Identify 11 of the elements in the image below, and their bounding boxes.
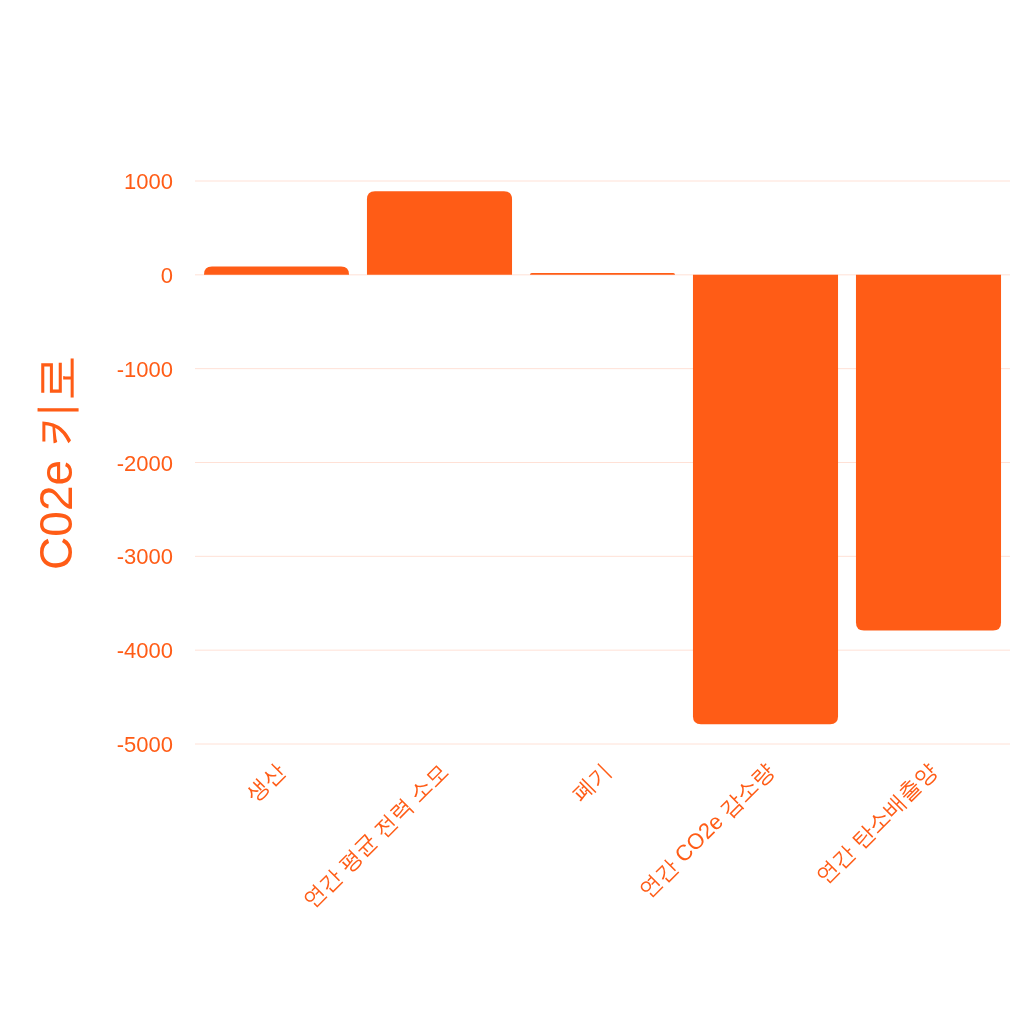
x-tick-label: 생산 bbox=[241, 757, 291, 807]
y-tick-label: -1000 bbox=[116, 356, 173, 382]
y-tick-label: 1000 bbox=[124, 169, 173, 194]
y-tick-label: -3000 bbox=[116, 544, 173, 570]
x-tick-label: 폐기 bbox=[567, 757, 617, 807]
y-tick-label: -4000 bbox=[116, 638, 173, 664]
x-tick-label: 연간 평균 전력 소모 bbox=[297, 757, 454, 913]
y-tick-label: -5000 bbox=[116, 732, 173, 757]
y-tick-label: 0 bbox=[160, 262, 173, 288]
y-axis-title: C02e 키로 bbox=[30, 355, 82, 570]
y-tick-label: -2000 bbox=[116, 450, 173, 476]
